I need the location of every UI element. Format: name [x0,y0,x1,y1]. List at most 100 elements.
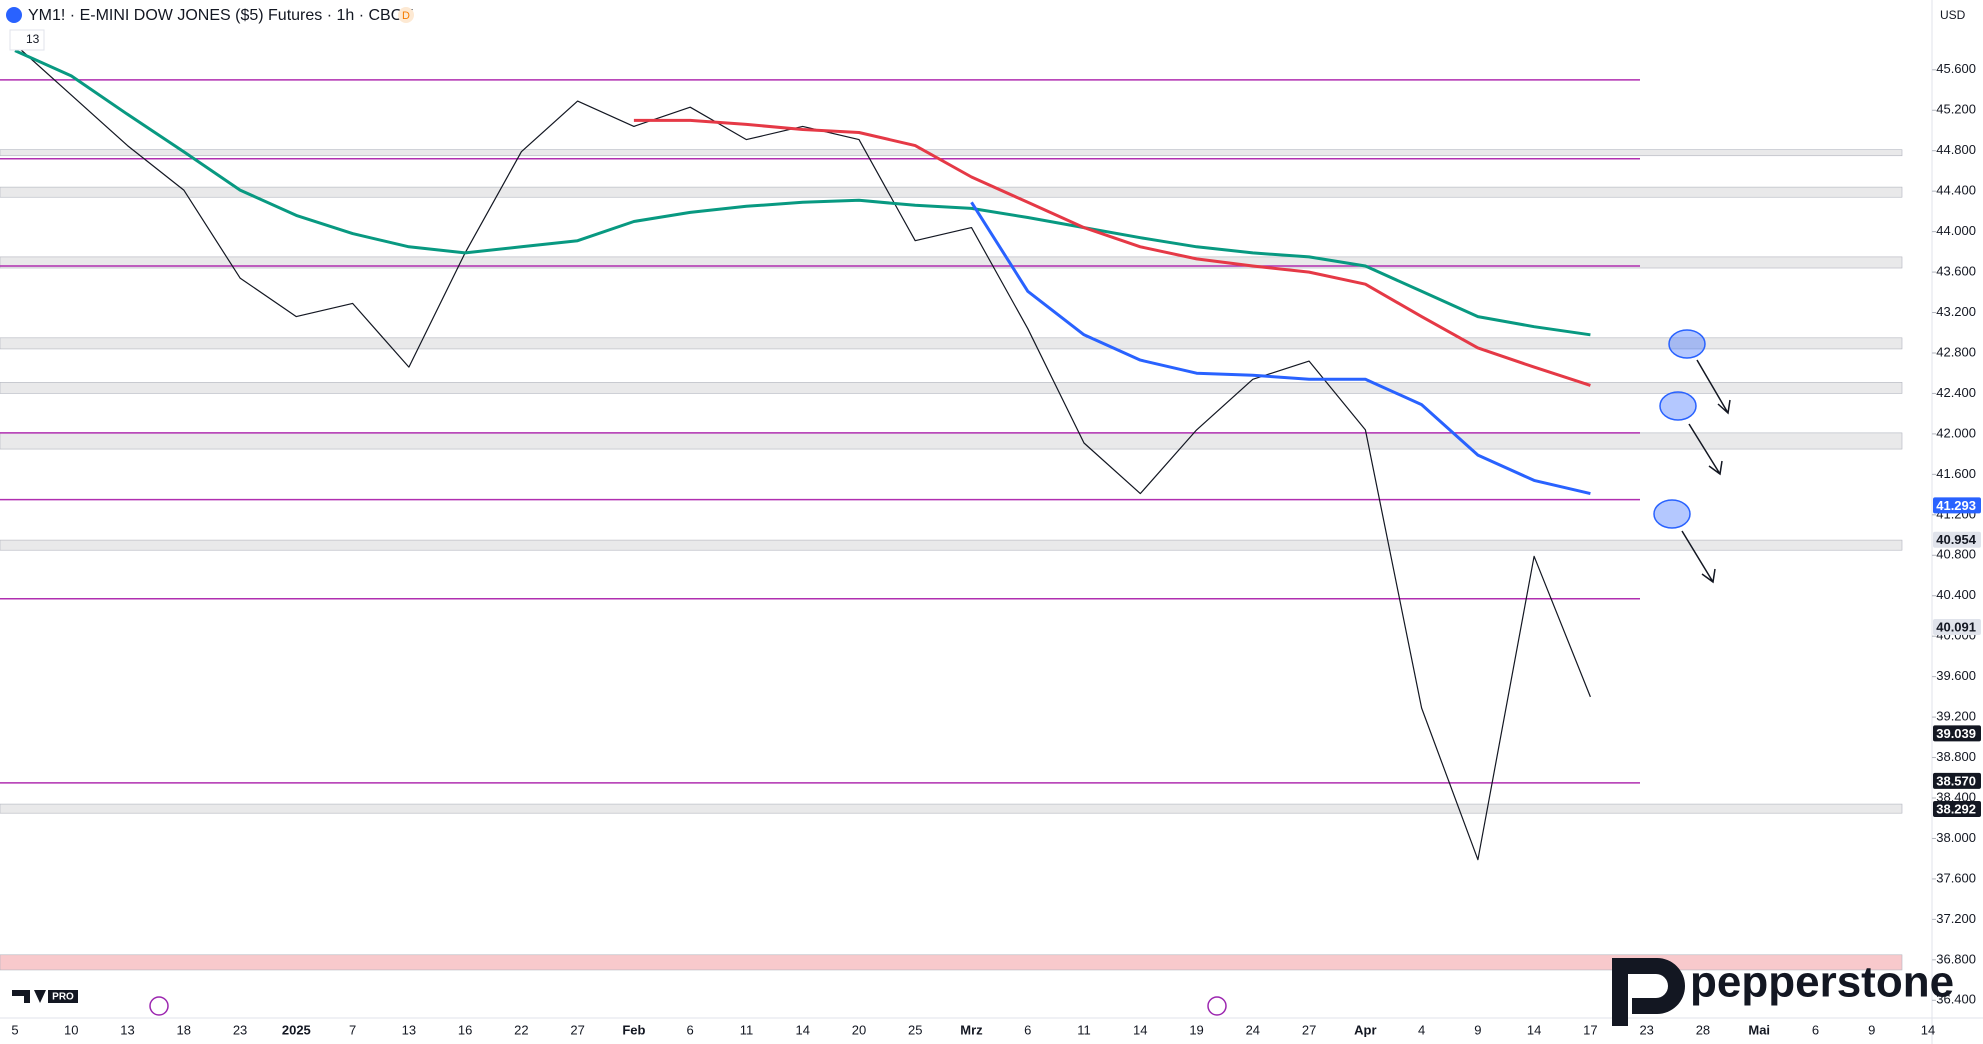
x-tick-label: 28 [1696,1022,1710,1037]
price-tag-label: 38.292 [1936,801,1976,816]
x-tick-label: 14 [1527,1022,1541,1037]
plot [0,44,1903,971]
price-tag [1933,531,1981,548]
symbol-icon [6,7,22,23]
badge: D [402,10,410,22]
y-tick-label: 42.000 [1936,425,1976,440]
currency[interactable]: USD [1940,8,1966,22]
y-tick-label: 44.400 [1936,183,1976,198]
x-tick-label: Mai [1748,1022,1770,1037]
x-tick-label: 20 [852,1022,866,1037]
x-tick-label: 10 [64,1022,78,1037]
price-tag [1933,725,1981,742]
y-tick-label: 39.200 [1936,709,1976,724]
price-tag-label: 41.293 [1936,498,1976,513]
y-tick-label: 36.400 [1936,992,1976,1007]
x-tick-label: 14 [1921,1022,1935,1037]
x-tick-label: 22 [514,1022,528,1037]
x-tick-label: 2025 [282,1022,311,1037]
price-tag [1933,772,1981,789]
interval-box[interactable] [9,29,45,51]
zone [0,337,1903,350]
x-tick-label: 7 [349,1022,356,1037]
tv-logo [12,990,46,1003]
x-tick-label: 25 [908,1022,922,1037]
zone [0,432,1903,450]
x-tick-label: 19 [1189,1022,1203,1037]
y-tick-label: 41.600 [1936,466,1976,481]
y-tick-label: 40.800 [1936,547,1976,562]
x-tick-label: 13 [120,1022,134,1037]
x-tick-label: 13 [402,1022,416,1037]
series-line [633,118,1591,387]
arrows [1681,359,1731,584]
y-tick-label: 45.600 [1936,61,1976,76]
price-tag [1933,800,1981,817]
replay-icon[interactable] [149,996,169,1016]
price-tag-label: 40.954 [1936,532,1977,547]
y-tick-label: 44.000 [1936,223,1976,238]
price-tag-label: 40.091 [1936,619,1976,634]
x-tick-label: Apr [1354,1022,1376,1037]
broker-name: pepperstone [1690,958,1954,1007]
series-line [14,44,1591,861]
chart-title: YM1! · E-MINI DOW JONES ($5) Futures · 1… [28,7,413,24]
highlight-circle [1659,391,1697,421]
y-tick-label: 42.800 [1936,344,1976,359]
y-tick-label: 37.600 [1936,870,1976,885]
zone [0,149,1903,157]
y-tick-label: 38.400 [1936,789,1976,804]
interval-count: 13 [26,32,40,46]
zone [0,539,1903,551]
price-tag-label: 38.570 [1936,773,1976,788]
highlight-circle [1653,499,1691,529]
zone [0,382,1903,394]
price-tag-label: 39.039 [1936,726,1976,741]
x-tick-label: 27 [1302,1022,1316,1037]
y-tick-label: 43.200 [1936,304,1976,319]
x-tick-label: 11 [1077,1022,1091,1037]
x-tick-label: 27 [570,1022,584,1037]
zone [0,186,1903,198]
x-tick-label: 6 [1812,1022,1819,1037]
annotations [1653,329,1706,529]
y-tick-label: 40.400 [1936,587,1976,602]
series-line [14,49,1591,337]
x-tick-label: Mrz [960,1022,983,1037]
y-tick-label: 44.800 [1936,142,1976,157]
y-tick-label: 45.200 [1936,102,1976,117]
x-tick-label: 16 [458,1022,472,1037]
x-tick-label: 6 [1024,1022,1031,1037]
x-tick-label: 24 [1246,1022,1260,1037]
arrow [1688,423,1723,476]
zone [0,954,1903,971]
y-tick-label: 38.000 [1936,830,1976,845]
x-tick-label: 11 [740,1022,754,1037]
y-tick-label: 42.400 [1936,385,1976,400]
price-tag [1933,618,1981,635]
x-tick-label: 14 [1133,1022,1147,1037]
x-tick-label: 9 [1868,1022,1875,1037]
x-tick-label: 9 [1474,1022,1481,1037]
x-tick-label: 14 [795,1022,809,1037]
badge-bg [398,7,414,23]
pro-bg [48,990,78,1003]
series-line [970,201,1591,496]
arrow [1681,530,1716,584]
x-tick-label: 23 [1639,1022,1653,1037]
pro-label: PRO [52,992,74,1003]
x-tick-label: 5 [11,1022,18,1037]
arrow [1696,359,1731,415]
y-tick-label: 37.200 [1936,911,1976,926]
x-tick-label: 4 [1418,1022,1425,1037]
price-tag [1933,497,1981,514]
pepperstone-logo [1612,958,1685,1026]
y-tick-label: 38.800 [1936,749,1976,764]
x-tick-label: 17 [1583,1022,1597,1037]
replay-icon[interactable] [1207,996,1227,1016]
highlight-circle [1668,329,1706,359]
y-tick-label: 36.800 [1936,951,1976,966]
